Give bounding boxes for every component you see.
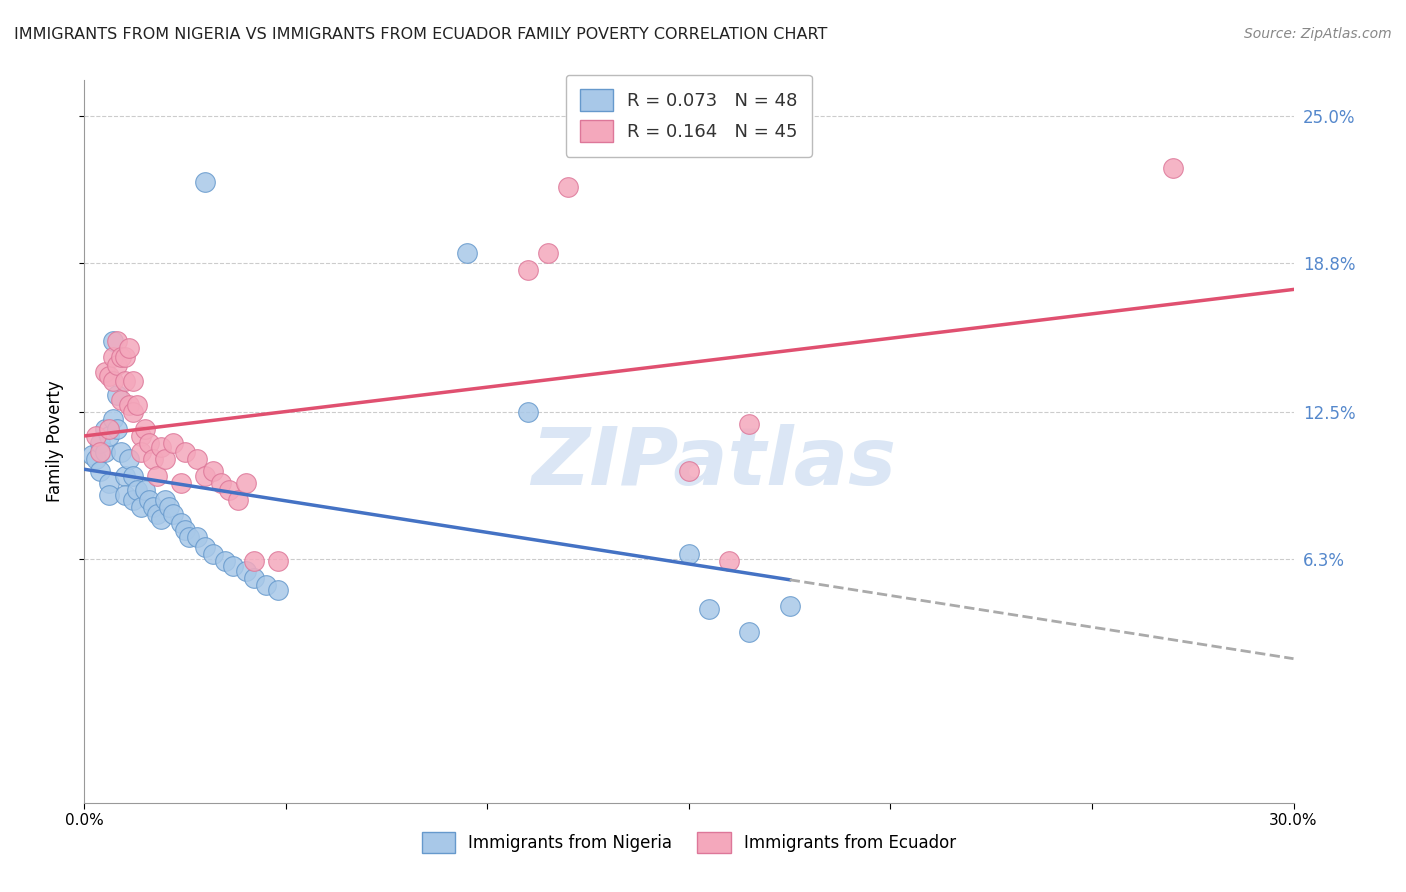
Point <box>142 452 165 467</box>
Point <box>738 417 761 431</box>
Point <box>129 445 152 459</box>
Point <box>129 428 152 442</box>
Point <box>174 445 197 459</box>
Point <box>242 571 264 585</box>
Point <box>110 351 132 365</box>
Point <box>142 500 165 514</box>
Text: ZIPatlas: ZIPatlas <box>530 425 896 502</box>
Text: Source: ZipAtlas.com: Source: ZipAtlas.com <box>1244 27 1392 41</box>
Point <box>146 507 169 521</box>
Point <box>97 475 120 490</box>
Point <box>153 492 176 507</box>
Point <box>214 554 236 568</box>
Point <box>121 374 143 388</box>
Point <box>138 435 160 450</box>
Point <box>218 483 240 497</box>
Point <box>162 435 184 450</box>
Point <box>82 448 104 462</box>
Point <box>537 246 560 260</box>
Point <box>202 547 225 561</box>
Point <box>97 428 120 442</box>
Point <box>114 469 136 483</box>
Point <box>114 351 136 365</box>
Point <box>170 516 193 531</box>
Text: IMMIGRANTS FROM NIGERIA VS IMMIGRANTS FROM ECUADOR FAMILY POVERTY CORRELATION CH: IMMIGRANTS FROM NIGERIA VS IMMIGRANTS FR… <box>14 27 828 42</box>
Point <box>222 558 245 573</box>
Legend: Immigrants from Nigeria, Immigrants from Ecuador: Immigrants from Nigeria, Immigrants from… <box>415 826 963 860</box>
Point <box>738 625 761 640</box>
Point <box>134 421 156 435</box>
Point <box>678 464 700 478</box>
Point <box>125 483 148 497</box>
Point <box>97 421 120 435</box>
Point <box>105 334 128 348</box>
Point <box>267 582 290 597</box>
Point <box>125 398 148 412</box>
Point <box>557 180 579 194</box>
Point <box>174 524 197 538</box>
Point <box>202 464 225 478</box>
Point <box>121 405 143 419</box>
Point <box>235 475 257 490</box>
Point <box>194 469 217 483</box>
Point <box>105 358 128 372</box>
Point <box>97 369 120 384</box>
Point <box>194 175 217 189</box>
Point <box>101 412 124 426</box>
Point <box>129 500 152 514</box>
Point <box>149 441 172 455</box>
Point <box>97 488 120 502</box>
Point <box>226 492 249 507</box>
Point <box>121 469 143 483</box>
Point <box>267 554 290 568</box>
Y-axis label: Family Poverty: Family Poverty <box>45 381 63 502</box>
Point <box>101 374 124 388</box>
Point <box>678 547 700 561</box>
Point <box>179 531 201 545</box>
Point <box>697 601 720 615</box>
Point <box>242 554 264 568</box>
Point <box>235 564 257 578</box>
Point <box>186 531 208 545</box>
Point <box>153 452 176 467</box>
Point <box>149 511 172 525</box>
Point <box>101 334 124 348</box>
Point <box>138 492 160 507</box>
Point <box>118 341 141 355</box>
Point <box>105 388 128 402</box>
Point <box>779 599 801 614</box>
Point <box>157 500 180 514</box>
Point <box>118 452 141 467</box>
Point <box>110 445 132 459</box>
Point <box>146 469 169 483</box>
Point <box>209 475 232 490</box>
Point <box>516 262 538 277</box>
Point <box>1161 161 1184 175</box>
Point <box>114 488 136 502</box>
Point <box>186 452 208 467</box>
Point <box>118 398 141 412</box>
Point <box>101 351 124 365</box>
Point <box>162 507 184 521</box>
Point <box>110 393 132 408</box>
Point <box>516 405 538 419</box>
Point <box>89 435 111 450</box>
Point <box>93 421 115 435</box>
Point <box>93 445 115 459</box>
Point <box>86 452 108 467</box>
Point <box>134 483 156 497</box>
Point <box>170 475 193 490</box>
Point <box>89 464 111 478</box>
Point <box>105 421 128 435</box>
Point <box>114 374 136 388</box>
Point <box>254 578 277 592</box>
Point <box>89 445 111 459</box>
Point <box>93 365 115 379</box>
Point <box>718 554 741 568</box>
Point <box>456 246 478 260</box>
Point <box>194 540 217 554</box>
Point <box>121 492 143 507</box>
Point <box>86 428 108 442</box>
